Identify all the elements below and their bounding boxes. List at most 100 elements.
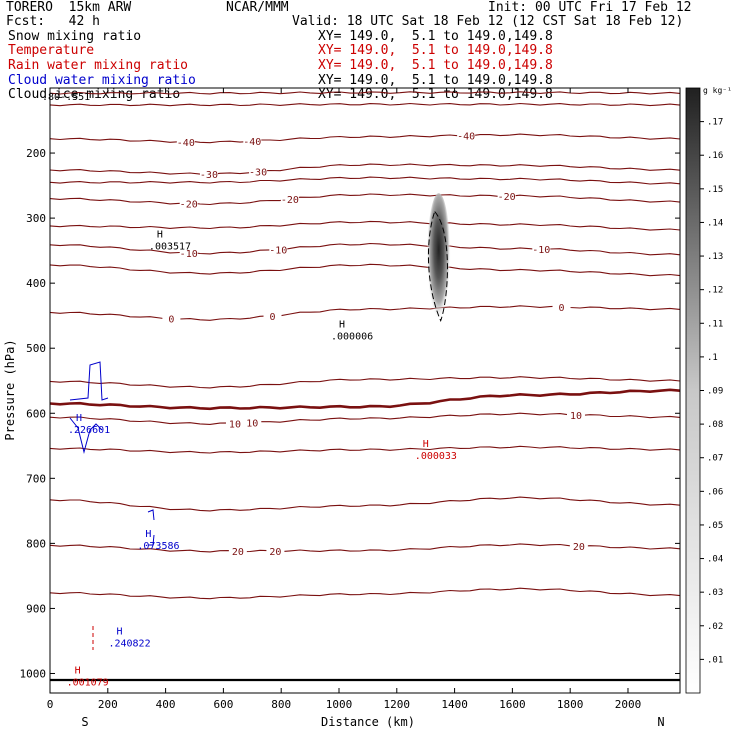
contour-label: -40 [177, 138, 195, 149]
colorbar-unit: g kg⁻¹ [703, 86, 732, 95]
cloud-water-contour [69, 417, 103, 454]
maximum-marker: H [75, 665, 81, 676]
x-tick-label: 0 [47, 698, 54, 711]
temperature-contour [49, 445, 681, 454]
maximum-value: .000006 [331, 331, 373, 342]
contour-label: 10 [229, 419, 241, 430]
colorbar-tick-label: .13 [707, 252, 723, 262]
y-tick-label: 400 [26, 277, 46, 290]
valid-time: Valid: 18 UTC Sat 18 Feb 12 (12 CST Sat … [292, 14, 684, 29]
temperature-contour [49, 163, 681, 176]
temperature-contour [49, 242, 681, 256]
contour-label: -10 [532, 245, 550, 256]
field-snow-xy: XY= 149.0, 5.1 to 149.0,149.8 [318, 29, 553, 44]
contour-label-bg [532, 242, 551, 254]
maximum-value: .003517 [149, 242, 191, 253]
freezing-level-line [49, 388, 681, 411]
south-label: S [81, 715, 88, 729]
temperature-contour [49, 376, 681, 389]
x-tick-label: 800 [271, 698, 291, 711]
contour-label-bg [249, 165, 268, 177]
contour-label: 20 [573, 542, 585, 553]
colorbar-tick-label: .16 [707, 151, 723, 161]
contour-label-bg [179, 197, 198, 209]
colorbar-tick-label: .07 [707, 454, 723, 464]
contour-label-bg [266, 544, 285, 556]
contour-label-bg [243, 135, 262, 147]
contour-label: -40 [457, 131, 475, 142]
x-tick-label: 1000 [326, 698, 353, 711]
cloud-water-contour [69, 361, 109, 401]
contour-label-bg [225, 417, 244, 429]
y-tick-label: 300 [26, 212, 46, 225]
contour-label: -10 [180, 249, 198, 260]
colorbar-tick-label: .09 [707, 387, 723, 397]
contour-label-bg [280, 192, 299, 204]
contour-label-bg [497, 189, 516, 201]
maximum-value: .226601 [68, 425, 110, 436]
maximum-marker: H [76, 413, 82, 424]
y-tick-label: 500 [26, 342, 46, 355]
contour-label-bg [179, 246, 198, 258]
temperature-contour [49, 220, 681, 231]
contour-label: 0 [270, 312, 276, 323]
maximum-marker: H [339, 319, 345, 330]
contour-label-bg [199, 167, 218, 179]
maximum-marker: H [116, 626, 122, 637]
field-temperature-xy: XY= 149.0, 5.1 to 149.0,149.8 [318, 43, 553, 58]
temperature-contour [49, 176, 681, 185]
field-rain-xy: XY= 149.0, 5.1 to 149.0,149.8 [318, 58, 553, 73]
init-time: Init: 00 UTC Fri 17 Feb 12 [488, 0, 692, 15]
y-tick-label: 200 [26, 147, 46, 160]
contour-label-bg [243, 416, 262, 428]
colorbar-tick-label: .03 [707, 588, 723, 598]
maximum-marker: H [423, 439, 429, 450]
x-tick-label: 1400 [441, 698, 468, 711]
temperature-contour [49, 91, 681, 95]
x-tick-label: 400 [156, 698, 176, 711]
contour-label-bg [162, 312, 181, 324]
temperature-contour [49, 193, 681, 206]
temperature-contour [49, 263, 681, 277]
contour-label-bg [457, 129, 476, 141]
colorbar-tick-label: .17 [707, 118, 723, 128]
contour-label-bg [263, 309, 282, 321]
maximum-value: .000033 [415, 451, 457, 462]
contour-label: 10 [246, 419, 258, 430]
field-cloudwater-xy: XY= 149.0, 5.1 to 149.0,149.8 [318, 73, 553, 88]
colorbar-tick-label: .12 [707, 286, 723, 296]
temperature-contour [49, 305, 681, 321]
y-tick-label: 600 [26, 407, 46, 420]
x-tick-label: 200 [98, 698, 118, 711]
colorbar-tick-label: .05 [707, 521, 723, 531]
maximum-value: .001079 [67, 677, 109, 688]
contour-label-bg [269, 243, 288, 255]
colorbar-tick-label: .14 [707, 218, 723, 228]
contour-label: 0 [168, 315, 174, 326]
contour-label: -20 [498, 192, 516, 203]
contour-label: -20 [180, 200, 198, 211]
colorbar-tick-label: .06 [707, 487, 723, 497]
y-axis-label: Pressure (hPa) [3, 339, 17, 440]
contour-label: -40 [243, 137, 261, 148]
colorbar-tick-label: .02 [707, 622, 723, 632]
snow-plume-shading [426, 193, 451, 335]
x-tick-label: 1200 [384, 698, 411, 711]
contour-label-bg [552, 300, 571, 312]
x-tick-label: 600 [213, 698, 233, 711]
north-label: N [657, 715, 664, 729]
temperature-contour [49, 496, 681, 512]
contour-label-bg [569, 539, 588, 551]
cloud-ice-contour [427, 211, 448, 323]
colorbar-tick-label: .08 [707, 420, 723, 430]
contour-label-bg [228, 545, 247, 557]
contour-label: -10 [269, 245, 287, 256]
x-tick-label: 1600 [499, 698, 526, 711]
x-tick-label: 2000 [615, 698, 642, 711]
contour-label: -30 [200, 170, 218, 181]
field-cloudice-name: Cloud ice mixing ratio [8, 87, 181, 102]
y-tick-label: 1000 [20, 667, 47, 680]
colorbar [685, 87, 701, 694]
forecast-hour: Fcst: 42 h [6, 14, 100, 29]
temperature-contour [49, 587, 681, 600]
